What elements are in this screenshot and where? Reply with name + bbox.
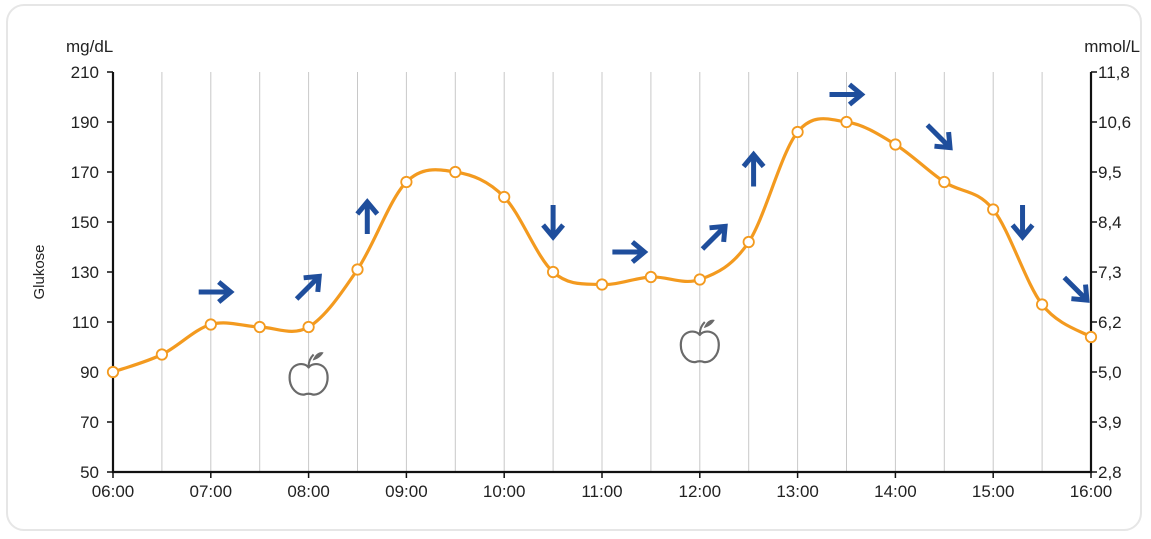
data-points — [106, 115, 1098, 379]
data-point — [449, 165, 462, 179]
y-tick-label-right: 10,6 — [1098, 113, 1131, 132]
trend-arrow-down-icon — [541, 205, 566, 241]
trend-arrow-right-icon — [612, 240, 649, 264]
axis-labels: mg/dL mmol/L Glukose 50 2,8 70 3,9 90 5,0 110 6… — [31, 37, 1140, 501]
data-point — [693, 273, 706, 286]
data-point — [938, 175, 951, 189]
data-point — [644, 270, 658, 284]
data-point — [204, 318, 217, 331]
x-tick-label: 07:00 — [190, 482, 233, 501]
data-point — [1036, 298, 1049, 311]
x-tick-label: 13:00 — [776, 482, 819, 501]
x-tick-label: 09:00 — [385, 482, 428, 501]
y-tick-label-right: 8,4 — [1098, 213, 1122, 232]
x-tick-label: 15:00 — [972, 482, 1015, 501]
y-tick-label-right: 5,0 — [1098, 363, 1122, 382]
y-tick-label-right: 11,8 — [1098, 63, 1130, 82]
axes — [107, 71, 1097, 478]
y-axis-title: Glukose — [31, 244, 48, 299]
x-tick-label: 06:00 — [92, 482, 135, 501]
y-tick-label-right: 3,9 — [1098, 413, 1122, 432]
data-point — [253, 320, 266, 334]
data-point — [155, 348, 168, 361]
trend-arrow-up-icon — [355, 198, 380, 234]
trend-arrow-right-icon — [829, 82, 866, 107]
chart-frame — [6, 4, 1142, 531]
data-point — [840, 115, 853, 129]
y-tick-label-left: 210 — [71, 63, 99, 82]
y-tick-label-left: 190 — [71, 113, 99, 132]
x-tick-label: 16:00 — [1070, 482, 1113, 501]
trend-arrow-up-icon — [741, 150, 766, 187]
x-tick-label: 14:00 — [874, 482, 917, 501]
trend-arrows — [198, 82, 1090, 304]
y-tick-label-right: 2,8 — [1098, 463, 1122, 482]
trend-arrow-up-right-icon — [294, 273, 322, 301]
grid-lines — [161, 72, 1043, 472]
data-point — [889, 138, 902, 151]
y-tick-label-left: 90 — [80, 363, 99, 382]
meal-markers — [288, 319, 720, 396]
x-tick-label: 10:00 — [483, 482, 526, 501]
y-tick-label-right: 6,2 — [1098, 313, 1122, 332]
x-tick-label: 11:00 — [581, 482, 622, 501]
x-tick-label: 08:00 — [287, 482, 330, 501]
data-point — [498, 190, 511, 204]
y-tick-label-left: 130 — [71, 263, 99, 282]
data-point — [791, 125, 804, 139]
y-tick-label-right: 7,3 — [1098, 263, 1122, 282]
y-unit-right: mmol/L — [1084, 37, 1140, 56]
trend-arrow-down-icon — [1010, 205, 1035, 241]
trend-arrow-down-right-icon — [1062, 275, 1090, 303]
data-point — [106, 365, 120, 379]
y-tick-label-right: 9,5 — [1098, 163, 1122, 182]
data-point — [1084, 330, 1098, 344]
y-tick-label-left: 50 — [80, 463, 99, 482]
x-tick-label: 12:00 — [679, 482, 722, 501]
apple-icon — [288, 352, 329, 396]
trend-arrow-right-icon — [198, 280, 235, 304]
trend-arrow-up-right-icon — [700, 223, 728, 251]
y-tick-label-left: 150 — [71, 213, 99, 232]
data-point — [742, 235, 755, 249]
data-point — [987, 203, 1000, 216]
y-tick-label-left: 110 — [72, 313, 99, 332]
y-tick-label-left: 170 — [71, 163, 99, 182]
data-point — [546, 265, 560, 279]
data-point — [302, 320, 315, 334]
trend-arrow-down-right-icon — [925, 123, 953, 151]
y-unit-left: mg/dL — [66, 37, 113, 56]
apple-icon — [679, 319, 720, 364]
data-point — [400, 175, 413, 189]
data-point — [351, 263, 364, 276]
y-tick-label-left: 70 — [80, 413, 99, 432]
data-point — [595, 278, 609, 291]
